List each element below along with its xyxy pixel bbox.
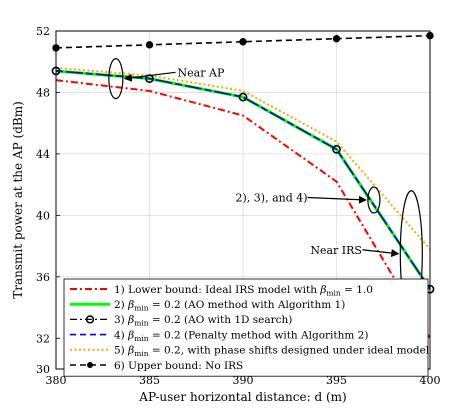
x-tick-label: 380 [46, 374, 67, 387]
x-tick-label: 390 [233, 374, 254, 387]
x-tick-label: 395 [326, 374, 347, 387]
y-tick-label: 48 [36, 86, 50, 99]
legend-box [63, 278, 429, 377]
legend-marker [87, 362, 93, 368]
annotation-ellipse [367, 186, 381, 214]
series-point-s6 [145, 41, 154, 49]
legend-label: 2) βmin = 0.2 (AO method with Algorithm … [114, 299, 345, 313]
series-line-s1 [55, 79, 431, 339]
legend-label: 6) Upper bound: No IRS [114, 360, 243, 372]
y-tick-label: 30 [36, 363, 50, 376]
annotation-arrow [362, 249, 400, 257]
legend: 1) Lower bound: Ideal IRS model with βmi… [63, 278, 430, 377]
x-tick-label: 385 [139, 374, 160, 387]
annotation-ellipse [108, 58, 124, 100]
legend-label: 1) Lower bound: Ideal IRS model with βmi… [114, 284, 373, 298]
series-point-s6 [239, 38, 247, 46]
series-point-s6 [332, 34, 341, 43]
annotation-arrow [307, 195, 367, 204]
y-tick-label: 44 [36, 148, 50, 161]
annotation-label: 2), 3), and 4) [236, 192, 308, 205]
series-line-s6 [55, 34, 431, 49]
legend-label: 5) βmin = 0.2, with phase shifts designe… [114, 345, 430, 359]
series-line-s5 [55, 66, 431, 250]
y-tick-label: 40 [36, 209, 50, 222]
legend-marker [85, 315, 95, 324]
x-tick-label: 400 [420, 374, 441, 387]
legend-label: 4) βmin = 0.2 (Penalty method with Algor… [114, 329, 368, 343]
y-tick-label: 52 [36, 25, 50, 38]
y-tick-label: 32 [36, 332, 50, 345]
annotation-label: Near AP [178, 66, 225, 79]
ticks: 380 385 390 395 400 30 32 36 40 44 48 52 [36, 25, 441, 387]
legend-label: 3) βmin = 0.2 (AO with 1D search) [114, 314, 292, 328]
y-tick-label: 36 [36, 271, 50, 284]
annotation-label: Near IRS [310, 244, 362, 257]
annotation-arrow [123, 71, 176, 82]
y-axis-label: Transmit power at the AP (dBm) [11, 101, 25, 299]
x-axis-label: AP-user horizontal distance: d (m) [138, 390, 346, 404]
annotations: Near AP 2), 3), and 4) Near IRS [108, 58, 423, 318]
series-point-s3 [332, 144, 341, 154]
